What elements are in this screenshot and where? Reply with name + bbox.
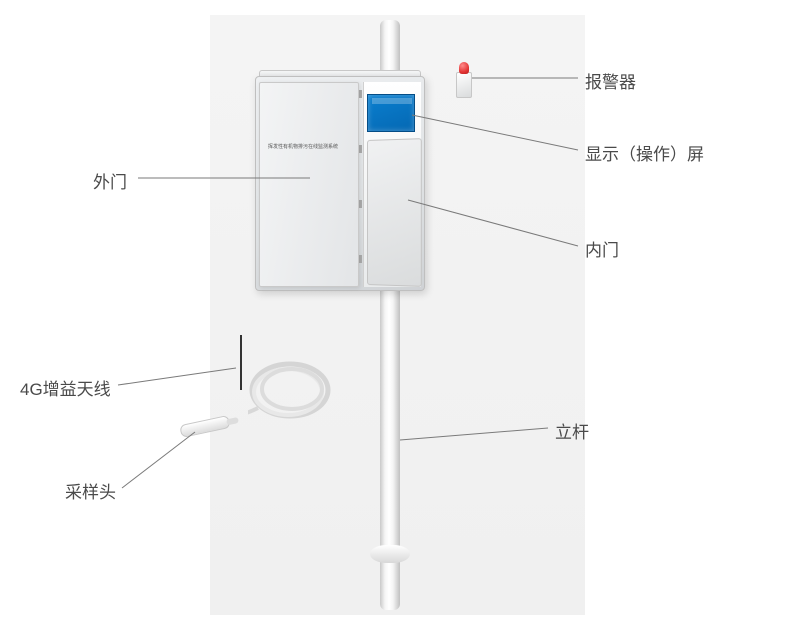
alarm-bracket [456, 72, 472, 98]
label-inner-door: 内门 [585, 236, 619, 261]
outer-door: 挥发性有机物排污在线监测系统 [259, 82, 359, 287]
label-screen: 显示（操作）屏 [585, 140, 704, 165]
door-hinges [359, 90, 362, 280]
label-antenna: 4G增益天线 [20, 375, 111, 400]
label-outer-door: 外门 [93, 168, 127, 193]
cable-coil [248, 360, 333, 428]
leader-sampling [122, 432, 195, 488]
pole-base [370, 545, 410, 563]
display-screen [367, 94, 415, 132]
device-label-text: 挥发性有机物排污在线监测系统 [268, 143, 338, 150]
label-pole: 立杆 [555, 418, 589, 443]
inner-door [367, 138, 422, 287]
antenna-rod [240, 335, 242, 390]
alarm-light-icon [459, 62, 469, 74]
label-alarm: 报警器 [585, 68, 636, 93]
label-sampling: 采样头 [65, 478, 116, 503]
monitoring-cabinet: 挥发性有机物排污在线监测系统 [255, 70, 450, 295]
